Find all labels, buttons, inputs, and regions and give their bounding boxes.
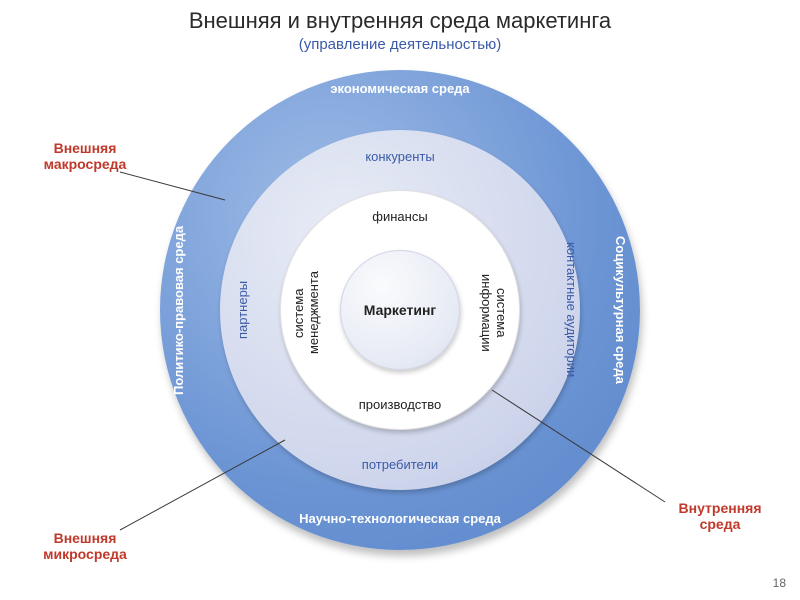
- micro-bottom: потребители: [340, 458, 460, 473]
- micro-left: партнеры: [236, 250, 251, 370]
- internal-left: система менеджмента: [292, 248, 322, 378]
- callout-micro: Внешняя микросреда: [30, 530, 140, 562]
- internal-bottom: производство: [345, 398, 455, 413]
- slide-number: 18: [773, 576, 786, 590]
- micro-top: конкуренты: [340, 150, 460, 165]
- macro-bottom: Научно-технологическая среда: [275, 512, 525, 527]
- title-block: Внешняя и внутренняя среда маркетинга (у…: [0, 8, 800, 53]
- center-label: Маркетинг: [364, 302, 437, 318]
- macro-top: экономическая среда: [300, 82, 500, 97]
- internal-top: финансы: [360, 210, 440, 225]
- internal-right: система информации: [478, 248, 508, 378]
- title-main: Внешняя и внутренняя среда маркетинга: [0, 8, 800, 34]
- callout-macro: Внешняя макросреда: [30, 140, 140, 172]
- slide: Внешняя и внутренняя среда маркетинга (у…: [0, 0, 800, 600]
- macro-left: Политико-правовая среда: [172, 190, 187, 430]
- macro-right: Социкультурная среда: [612, 200, 627, 420]
- callout-internal: Внутренняя среда: [660, 500, 780, 532]
- ring-center: Маркетинг: [340, 250, 460, 370]
- title-sub: (управление деятельностью): [0, 36, 800, 53]
- micro-right: контактные аудитории: [548, 230, 578, 390]
